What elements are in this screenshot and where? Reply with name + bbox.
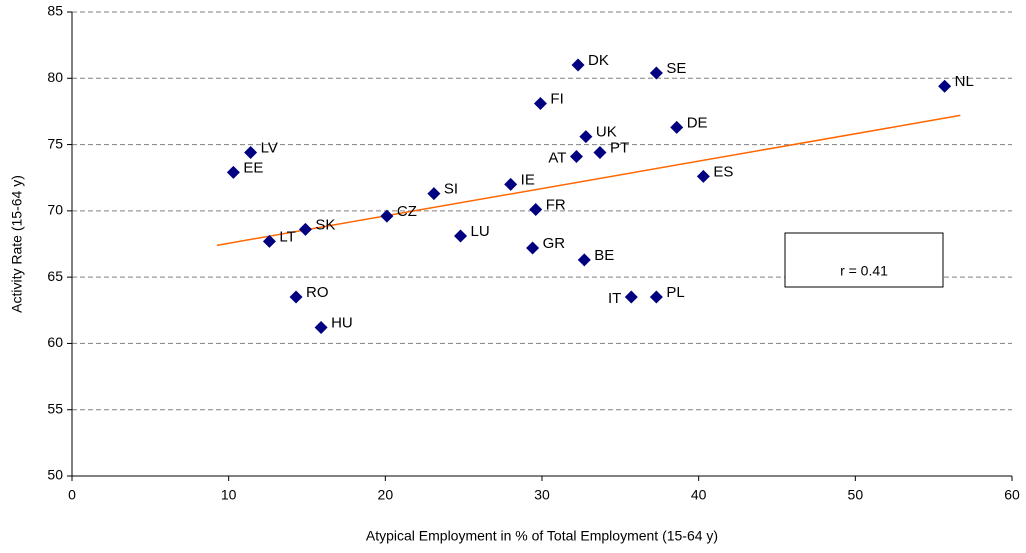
point-label: HU — [331, 314, 353, 331]
point-label: EE — [243, 159, 263, 176]
x-tick-label: 60 — [1004, 487, 1020, 503]
point — [226, 165, 240, 179]
point — [593, 146, 607, 160]
point-label: RO — [306, 284, 329, 301]
point-label: SK — [315, 216, 335, 233]
point — [579, 130, 593, 144]
x-tick-label: 30 — [534, 487, 550, 503]
point-label: IT — [608, 290, 621, 307]
point — [649, 66, 663, 80]
point — [314, 321, 328, 335]
annotation: r = 0.41 — [840, 263, 888, 279]
point-label: IE — [521, 171, 535, 188]
point — [533, 96, 547, 110]
point — [670, 120, 684, 134]
point — [577, 253, 591, 267]
y-tick-label: 70 — [47, 202, 63, 218]
point-label: GR — [543, 235, 566, 252]
point-label: LV — [261, 139, 278, 156]
x-tick-label: 50 — [848, 487, 864, 503]
point — [427, 187, 441, 201]
point-label: AT — [548, 149, 566, 166]
point — [298, 222, 312, 236]
trendline — [216, 114, 961, 247]
y-axis-label: Activity Rate (15-64 y) — [9, 175, 25, 313]
y-tick-label: 60 — [47, 334, 63, 350]
point-label: SE — [666, 60, 686, 77]
y-tick-label: 55 — [47, 400, 63, 416]
x-tick-label: 40 — [691, 487, 707, 503]
x-tick-label: 10 — [221, 487, 237, 503]
point — [504, 177, 518, 191]
point-label: SI — [444, 181, 458, 198]
point — [262, 234, 276, 248]
point — [571, 58, 585, 72]
point — [244, 146, 258, 160]
point-label: LU — [471, 223, 490, 240]
y-tick-label: 85 — [47, 3, 63, 19]
point-label: LT — [279, 228, 295, 245]
point-label: NL — [955, 73, 974, 90]
x-tick-label: 20 — [378, 487, 394, 503]
point — [526, 241, 540, 255]
point-label: BE — [594, 247, 614, 264]
point-label: CZ — [397, 203, 417, 220]
point — [454, 229, 468, 243]
point-label: PL — [666, 284, 684, 301]
y-tick-label: 75 — [47, 135, 63, 151]
point-label: ES — [713, 163, 733, 180]
x-tick-label: 0 — [68, 487, 76, 503]
point — [569, 150, 583, 164]
point — [938, 79, 952, 93]
y-tick-label: 50 — [47, 467, 63, 483]
x-axis-label: Atypical Employment in % of Total Employ… — [366, 528, 718, 544]
point-label: FI — [550, 90, 563, 107]
point — [696, 169, 710, 183]
point-label: DE — [687, 114, 708, 131]
point-label: PT — [610, 139, 629, 156]
y-tick-label: 65 — [47, 268, 63, 284]
point — [289, 290, 303, 304]
point — [624, 290, 638, 304]
point — [529, 203, 543, 217]
point — [380, 209, 394, 223]
point — [649, 290, 663, 304]
point-label: FR — [546, 197, 566, 214]
point-label: DK — [588, 52, 609, 69]
point-label: UK — [596, 124, 617, 141]
y-tick-label: 80 — [47, 69, 63, 85]
annotation-box — [784, 232, 944, 288]
